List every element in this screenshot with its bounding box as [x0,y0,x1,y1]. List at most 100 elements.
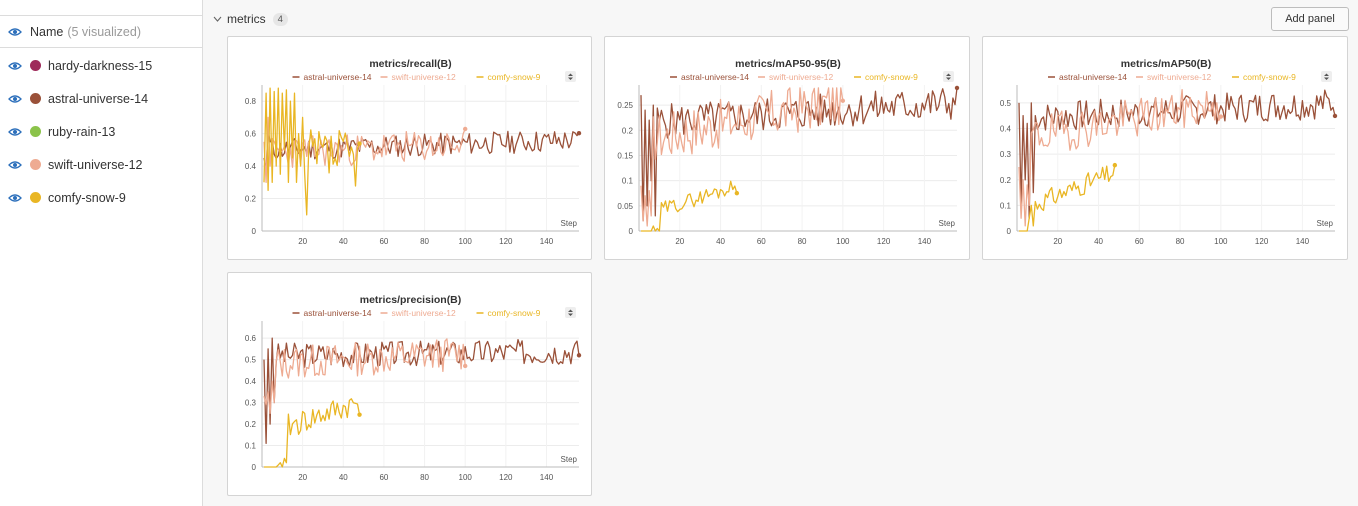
x-tick-label: 100 [1214,237,1228,246]
legend-entry[interactable]: swift-universe-12 [392,72,457,82]
eye-icon[interactable] [8,94,22,104]
legend-entry[interactable]: comfy-snow-9 [1243,72,1296,82]
run-row[interactable]: swift-universe-12 [0,148,203,181]
series-end-dot [463,126,468,132]
chevron-down-icon[interactable] [213,16,222,22]
legend-entry[interactable]: astral-universe-14 [1059,72,1127,82]
series-line[interactable] [264,398,361,468]
y-tick-label: 0.6 [245,334,257,343]
run-row[interactable]: ruby-rain-13 [0,115,203,148]
series-end-dot [357,141,362,146]
chart-svg: metrics/precision(B) astral-universe-14 sw… [245,294,582,482]
y-tick-label: 0 [1007,227,1012,236]
series-line[interactable] [640,87,844,227]
run-color-dot [30,93,41,104]
chart-panel-precision[interactable]: metrics/precision(B) astral-universe-14 sw… [227,272,592,496]
x-tick-label: 100 [459,473,473,482]
x-axis-label: Step [561,455,578,464]
x-tick-label: 20 [298,473,307,482]
run-name[interactable]: comfy-snow-9 [48,190,126,205]
x-tick-label: 20 [675,237,684,246]
series-end-dot [1218,114,1224,119]
legend-entry[interactable]: comfy-snow-9 [865,72,918,82]
x-tick-label: 60 [757,237,766,246]
chart-title: metrics/recall(B) [369,58,451,70]
section-title: metrics [227,12,266,26]
series-line[interactable] [1018,88,1222,227]
y-tick-label: 0.6 [245,130,257,139]
run-color-dot [30,192,41,203]
x-tick-label: 120 [1255,237,1269,246]
name-column-label[interactable]: Name [30,24,64,39]
x-tick-label: 20 [298,237,307,246]
x-tick-label: 40 [716,237,725,246]
series-line[interactable] [641,180,738,232]
series-line[interactable] [263,338,466,414]
x-tick-label: 80 [420,473,429,482]
series-end-dot [734,190,740,196]
y-tick-label: 0.2 [622,126,634,135]
legend-scroll-icon[interactable] [943,71,954,82]
y-tick-label: 0.05 [617,202,633,211]
eye-icon[interactable] [8,193,22,203]
y-tick-label: 0.15 [617,151,633,160]
eye-icon[interactable] [8,160,22,170]
legend-entry[interactable]: swift-universe-12 [769,72,834,82]
run-name[interactable]: ruby-rain-13 [48,124,116,139]
legend-entry[interactable]: astral-universe-14 [681,72,749,82]
legend-scroll-icon[interactable] [565,307,576,318]
y-tick-label: 0.5 [245,356,257,365]
series-line[interactable] [263,87,361,216]
chart-panel-recall[interactable]: metrics/recall(B) astral-universe-14 swift… [227,36,592,260]
run-list: hardy-darkness-15 astral-universe-14 ruby-… [0,49,203,214]
x-tick-label: 80 [1176,237,1185,246]
chart-panel-map50-95[interactable]: metrics/mAP50-95(B) astral-universe-14 swi… [604,36,970,260]
legend-scroll-icon[interactable] [565,71,576,82]
series-end-dot [954,85,960,91]
run-name[interactable]: swift-universe-12 [48,157,143,172]
run-row[interactable]: astral-universe-14 [0,82,203,115]
eye-icon[interactable] [8,61,22,71]
x-tick-label: 40 [339,473,348,482]
legend-entry[interactable]: swift-universe-12 [1147,72,1212,82]
y-tick-label: 0.2 [245,195,257,204]
run-name[interactable]: hardy-darkness-15 [48,58,153,73]
run-color-dot [30,159,41,170]
chart-panel-map50[interactable]: metrics/mAP50(B) astral-universe-14 swift-… [982,36,1348,260]
x-tick-label: 140 [918,237,932,246]
y-tick-label: 0.3 [1000,150,1012,159]
chart-title: metrics/mAP50(B) [1121,58,1211,70]
legend-scroll-icon[interactable] [1321,71,1332,82]
legend-entry[interactable]: astral-universe-14 [304,72,372,82]
eye-icon[interactable] [8,127,22,137]
runs-sidebar: Name (5 visualized) hardy-darkness-15 ast… [0,0,203,506]
run-row[interactable]: hardy-darkness-15 [0,49,203,82]
runs-table-header[interactable]: Name (5 visualized) [0,16,203,48]
series-end-dot [1332,113,1338,119]
run-row[interactable]: comfy-snow-9 [0,181,203,214]
legend-entry[interactable]: comfy-snow-9 [488,308,541,318]
add-panel-button[interactable]: Add panel [1271,7,1349,31]
legend-entry[interactable]: astral-universe-14 [304,308,372,318]
y-tick-label: 0.4 [1000,125,1012,134]
section-header[interactable]: metrics 4 [213,10,288,28]
y-tick-label: 0.5 [1000,99,1012,108]
x-tick-label: 40 [1094,237,1103,246]
series-line[interactable] [1019,164,1116,232]
chart-title: metrics/mAP50-95(B) [735,58,841,70]
series-end-dot [840,98,846,103]
x-tick-label: 100 [459,237,473,246]
y-tick-label: 0.4 [245,162,257,171]
eye-icon[interactable] [8,27,22,37]
series-line[interactable] [263,337,580,445]
run-name[interactable]: astral-universe-14 [48,91,149,106]
y-tick-label: 0.8 [245,97,257,106]
x-axis-label: Step [1317,219,1334,228]
y-tick-label: 0.2 [245,420,257,429]
y-tick-label: 0.3 [245,399,257,408]
x-tick-label: 60 [1135,237,1144,246]
chart-title: metrics/precision(B) [360,294,462,306]
y-tick-label: 0.4 [245,377,257,386]
legend-entry[interactable]: swift-universe-12 [392,308,457,318]
legend-entry[interactable]: comfy-snow-9 [488,72,541,82]
